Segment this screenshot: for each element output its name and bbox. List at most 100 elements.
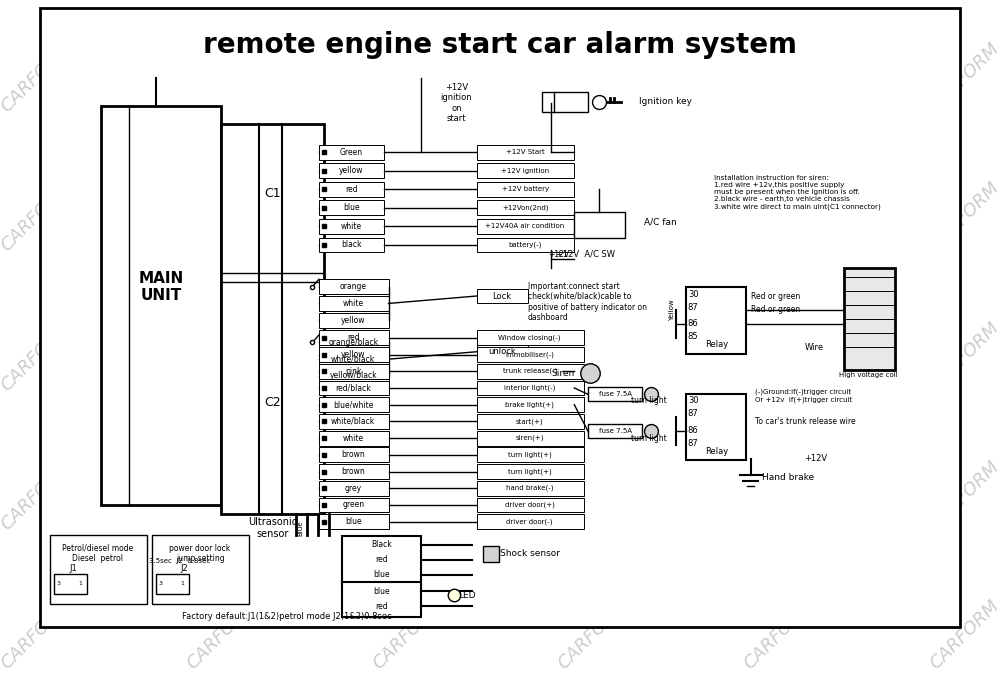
Bar <box>477 381 584 395</box>
Text: power door lock
jump setting: power door lock jump setting <box>169 544 231 563</box>
Bar <box>686 393 746 460</box>
Text: CARFORM: CARFORM <box>183 597 260 673</box>
Text: 3         1: 3 1 <box>57 581 83 586</box>
Bar <box>477 448 584 462</box>
Bar <box>319 368 389 383</box>
Bar <box>477 182 574 197</box>
Text: +12V: +12V <box>804 454 827 463</box>
Text: start(+): start(+) <box>516 418 544 425</box>
Bar <box>319 381 389 395</box>
Bar <box>319 163 384 178</box>
Text: C1: C1 <box>264 187 281 200</box>
Bar <box>319 364 389 379</box>
Text: Relay: Relay <box>705 447 728 456</box>
Bar <box>319 237 384 252</box>
Bar <box>319 347 389 362</box>
Text: Red or green: Red or green <box>751 291 800 301</box>
Text: Installation instruction for siren:
1.red wire +12v,this positive supply
must be: Installation instruction for siren: 1.re… <box>714 175 880 210</box>
Text: 87: 87 <box>688 303 699 312</box>
Bar <box>319 219 384 234</box>
Text: J1: J1 <box>69 564 77 573</box>
Bar <box>477 464 584 479</box>
Text: Red or green: Red or green <box>751 306 800 314</box>
Text: CARFORM: CARFORM <box>0 597 74 673</box>
Bar <box>477 200 574 215</box>
Text: fuse 7.5A: fuse 7.5A <box>599 391 632 397</box>
Text: 30: 30 <box>688 396 698 406</box>
Text: Ultrasonic
sensor: Ultrasonic sensor <box>248 517 297 539</box>
Text: black: black <box>341 241 362 249</box>
Bar <box>319 397 389 412</box>
Text: 87: 87 <box>688 439 699 448</box>
Text: Petrol/diesel mode
Diesel  petrol: Petrol/diesel mode Diesel petrol <box>62 544 134 563</box>
Bar <box>319 200 384 215</box>
Text: CARFORM: CARFORM <box>0 318 74 395</box>
Bar <box>319 481 389 496</box>
Text: grey: grey <box>345 484 362 493</box>
Bar <box>477 397 584 412</box>
Text: +12V  A/C SW: +12V A/C SW <box>556 249 615 259</box>
Bar <box>319 313 389 328</box>
Text: trunk release(-): trunk release(-) <box>503 368 557 375</box>
Text: CARFORM: CARFORM <box>183 40 260 116</box>
Bar <box>319 448 389 462</box>
Text: Wire: Wire <box>804 343 823 352</box>
Text: 86: 86 <box>688 319 699 329</box>
Bar <box>477 289 528 304</box>
Text: pink: pink <box>345 366 362 376</box>
Text: +12V40A air condition: +12V40A air condition <box>485 223 565 229</box>
Text: Ignition key: Ignition key <box>639 97 692 106</box>
Bar <box>477 481 584 496</box>
Text: CARFORM: CARFORM <box>555 318 631 395</box>
Text: CARFORM: CARFORM <box>183 458 260 534</box>
Text: brown: brown <box>341 467 365 476</box>
Text: siren(+): siren(+) <box>515 435 544 441</box>
Text: red: red <box>375 602 387 610</box>
Text: Shock sensor: Shock sensor <box>500 549 560 558</box>
Text: yellow/black: yellow/black <box>329 371 377 381</box>
Text: +12V battery: +12V battery <box>502 186 549 192</box>
Text: CARFORM: CARFORM <box>369 458 445 534</box>
Text: orange/black: orange/black <box>328 338 378 347</box>
Text: blue: blue <box>373 587 389 596</box>
Text: Hand brake: Hand brake <box>762 473 814 481</box>
Bar <box>477 514 584 529</box>
Text: Blue: Blue <box>297 521 303 536</box>
Text: Lock: Lock <box>492 291 511 301</box>
Text: CARFORM: CARFORM <box>555 597 631 673</box>
Text: 30: 30 <box>688 289 698 299</box>
Text: 87: 87 <box>688 410 699 418</box>
Bar <box>574 212 625 239</box>
Text: blue/white: blue/white <box>333 400 373 409</box>
Bar <box>542 92 588 112</box>
Bar <box>319 414 389 429</box>
Bar <box>319 498 389 512</box>
Bar <box>686 287 746 354</box>
Bar <box>477 414 584 429</box>
Bar <box>50 535 147 604</box>
Bar <box>319 145 384 160</box>
Bar <box>477 344 528 359</box>
Bar <box>152 535 249 604</box>
Text: CARFORM: CARFORM <box>926 40 1000 116</box>
Bar <box>319 279 389 294</box>
Text: A/C fan: A/C fan <box>644 217 677 226</box>
Bar <box>477 331 584 345</box>
Text: blue: blue <box>343 203 360 212</box>
Bar <box>319 514 389 529</box>
Text: immobiliser(-): immobiliser(-) <box>505 352 554 358</box>
Text: CARFORM: CARFORM <box>740 458 817 534</box>
Text: Yellow: Yellow <box>669 299 675 320</box>
Bar <box>588 424 642 438</box>
Text: 3         1: 3 1 <box>159 581 185 586</box>
Text: hand brake(-): hand brake(-) <box>506 485 553 491</box>
Bar <box>54 574 87 594</box>
Bar <box>101 105 221 505</box>
Text: white: white <box>343 299 364 308</box>
Text: Siren: Siren <box>552 368 575 378</box>
Text: blue: blue <box>373 570 389 579</box>
Text: CARFORM: CARFORM <box>555 179 631 256</box>
Text: red/black: red/black <box>335 383 371 393</box>
Text: CARFORM: CARFORM <box>369 318 445 395</box>
Text: To car's trunk release wire: To car's trunk release wire <box>755 417 856 426</box>
